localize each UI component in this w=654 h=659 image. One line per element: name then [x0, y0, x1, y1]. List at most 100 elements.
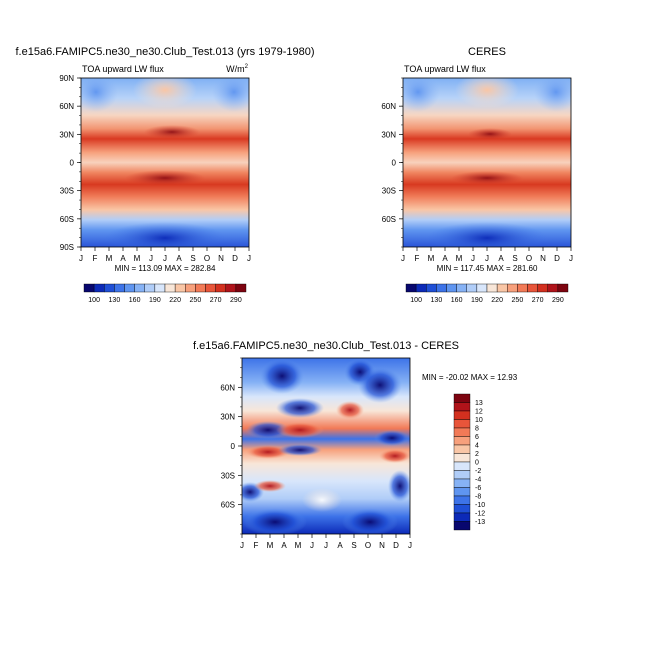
colorbar-label: -10	[475, 502, 485, 509]
x-tick-label: N	[218, 254, 224, 263]
colorbar-label: -8	[475, 494, 481, 501]
y-tick-label: 30S	[60, 187, 74, 196]
colorbar-label: 2	[475, 451, 479, 458]
colorbar-swatch	[174, 283, 186, 293]
colorbar-label: -13	[475, 519, 485, 526]
colorbar-swatch	[104, 283, 115, 293]
colorbar-swatch	[453, 461, 471, 471]
colorbar-swatch	[517, 283, 528, 293]
colorbar-label: 100	[88, 297, 100, 304]
colorbar-swatch	[453, 470, 471, 480]
colorbar-swatch	[547, 283, 559, 293]
colorbar-swatch	[415, 283, 427, 293]
colorbar-label: 220	[169, 297, 181, 304]
panel1-units-exp: 2	[245, 64, 249, 70]
x-tick-label: M	[106, 254, 113, 263]
colorbar-swatch	[537, 283, 548, 293]
colorbar-swatch	[205, 283, 216, 293]
x-tick-label: O	[365, 541, 371, 550]
colorbar-label: 100	[410, 297, 422, 304]
colorbar-label: -4	[475, 477, 481, 484]
colorbar-label: 130	[109, 297, 121, 304]
colorbar-label: 10	[475, 417, 483, 424]
colorbar-swatch	[527, 283, 538, 293]
colorbar-label: 250	[512, 297, 524, 304]
colorbar-label: 190	[149, 297, 161, 304]
colorbar-swatch	[446, 283, 457, 293]
x-tick-label: J	[79, 254, 83, 263]
panel3-title: f.e15a6.FAMIPC5.ne30_ne30.Club_Test.013 …	[193, 340, 459, 352]
x-tick-label: N	[540, 254, 546, 263]
panel3-y-axis: 60N 30N 0 30S 60S	[220, 357, 242, 535]
colorbar-label: 4	[475, 443, 479, 450]
x-tick-label: M	[267, 541, 274, 550]
colorbar-swatch	[453, 436, 471, 446]
colorbar-swatch	[453, 427, 471, 437]
y-tick-label: 60N	[220, 383, 235, 392]
x-tick-label: J	[408, 541, 412, 550]
colorbar-swatch	[405, 283, 417, 293]
panel2-field	[403, 78, 571, 247]
y-tick-label: 0	[231, 442, 236, 451]
panel1-title: f.e15a6.FAMIPC5.ne30_ne30.Club_Test.013 …	[15, 46, 314, 58]
y-tick-label: 30N	[220, 413, 235, 422]
colorbar-swatch	[225, 283, 237, 293]
colorbar-label: 290	[230, 297, 242, 304]
panel1-stats: MIN = 113.09 MAX = 282.84	[115, 264, 216, 273]
colorbar-label: 160	[451, 297, 463, 304]
colorbar-swatch	[453, 453, 471, 463]
x-tick-label: A	[120, 254, 126, 263]
x-tick-label: D	[393, 541, 399, 550]
y-tick-label: 30N	[381, 130, 396, 139]
panel2-title: CERES	[468, 46, 506, 58]
x-tick-label: J	[310, 541, 314, 550]
colorbar-swatch	[124, 283, 135, 293]
x-tick-label: F	[254, 541, 259, 550]
x-tick-label: J	[485, 254, 489, 263]
x-tick-label: S	[190, 254, 195, 263]
colorbar-label: 190	[471, 297, 483, 304]
y-tick-label: 0	[70, 159, 75, 168]
x-tick-label: D	[232, 254, 238, 263]
x-tick-label: A	[442, 254, 448, 263]
colorbar-label: 290	[552, 297, 564, 304]
x-tick-label: F	[93, 254, 98, 263]
x-tick-label: S	[512, 254, 517, 263]
colorbar-swatch	[453, 393, 471, 403]
colorbar-swatch	[154, 283, 166, 293]
x-tick-label: J	[163, 254, 167, 263]
x-tick-label: M	[134, 254, 141, 263]
colorbar-swatch	[453, 521, 471, 531]
colorbar-swatch	[426, 283, 437, 293]
colorbar-label: -6	[475, 485, 481, 492]
colorbar-label: 0	[475, 460, 479, 467]
colorbar-swatch	[453, 487, 471, 497]
y-tick-label: 0	[392, 159, 397, 168]
panel3-field	[242, 358, 410, 534]
panel2-subtitle: TOA upward LW flux	[404, 64, 486, 74]
panel1-units: W/m2	[226, 64, 249, 74]
panel1-y-axis: 90N 60N 30N 0 30S 60S 90S	[59, 74, 81, 252]
colorbar-swatch	[215, 283, 226, 293]
panel2-y-axis: 60N 30N 0 30S 60S	[381, 77, 403, 248]
y-tick-label: 30N	[59, 130, 74, 139]
colorbar-swatch	[453, 444, 471, 454]
colorbar-swatch	[557, 283, 569, 293]
colorbar-swatch	[453, 504, 471, 514]
colorbar-swatch	[195, 283, 206, 293]
colorbar-swatch	[185, 283, 196, 293]
colorbar-label: 8	[475, 426, 479, 433]
colorbar-swatch	[466, 283, 478, 293]
x-tick-label: D	[554, 254, 560, 263]
y-tick-label: 90S	[60, 243, 74, 252]
y-tick-label: 60S	[382, 215, 396, 224]
colorbar-label: -12	[475, 511, 485, 518]
colorbar-label: 220	[491, 297, 503, 304]
x-tick-label: J	[401, 254, 405, 263]
x-tick-label: J	[569, 254, 573, 263]
colorbar-label: 250	[190, 297, 202, 304]
x-tick-label: N	[379, 541, 385, 550]
colorbar-left: 100 130 160 190 220 250 270 290	[83, 283, 247, 304]
